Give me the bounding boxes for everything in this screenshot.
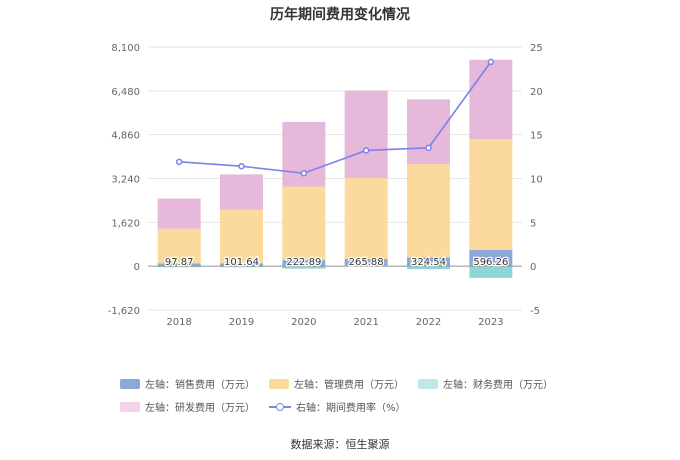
legend: 左轴：销售费用（万元） 左轴：管理费用（万元） 左轴：财务费用（万元） 左轴：研…	[120, 376, 560, 422]
y-right-tick-label: 20	[530, 87, 543, 98]
bar-sales	[157, 263, 201, 267]
y-left-tick-label: 1,620	[111, 218, 140, 229]
legend-item-finance[interactable]: 左轴：财务费用（万元）	[418, 376, 553, 391]
legend-item-rate[interactable]: 右轴：期间费用率（%）	[269, 399, 406, 414]
bar-rnd	[469, 59, 513, 140]
legend-swatch-finance	[418, 378, 438, 389]
bar-admin	[344, 178, 388, 259]
point-expense-rate	[238, 162, 245, 170]
legend-swatch-sales	[120, 378, 140, 389]
y-left-tick-label: 4,860	[111, 131, 140, 142]
bar-admin	[220, 209, 263, 264]
point-expense-rate	[362, 147, 370, 154]
data-source: 数据来源：恒生聚源	[290, 438, 390, 451]
y-left-tick-label: 6,480	[111, 87, 140, 98]
data-label-sales: 324.54	[411, 257, 446, 268]
point-expense-rate	[300, 169, 308, 177]
bar-sales	[282, 260, 326, 267]
y-right-tick-label: 10	[530, 175, 543, 186]
y-right-tick-label: 25	[530, 43, 543, 54]
data-label-sales: 596.26	[473, 257, 508, 268]
bar-sales	[220, 263, 263, 267]
bar-finance	[157, 266, 201, 268]
x-tick-label: 2019	[229, 317, 254, 328]
point-expense-rate	[487, 58, 495, 66]
bar-finance	[282, 266, 326, 269]
bar-rnd	[407, 99, 450, 165]
legend-label-rate: 右轴：期间费用率（%）	[296, 403, 406, 414]
bar-sales	[344, 258, 388, 267]
y-right-tick-label: -5	[530, 306, 540, 317]
legend-item-admin[interactable]: 左轴：管理费用（万元）	[269, 376, 404, 391]
legend-swatch-admin	[269, 378, 289, 389]
bar-admin	[157, 228, 201, 264]
bar-admin	[282, 186, 326, 261]
bar-sales	[407, 257, 450, 267]
legend-label-finance: 左轴：财务费用（万元）	[443, 380, 553, 391]
y-left-tick-label: 0	[134, 262, 140, 273]
bar-finance	[220, 266, 263, 268]
bar-admin	[407, 164, 450, 258]
x-tick-label: 2018	[166, 317, 191, 328]
legend-item-rnd[interactable]: 左轴：研发费用（万元）	[120, 399, 255, 414]
y-right-tick-label: 15	[530, 131, 543, 142]
y-left-tick-label: 3,240	[111, 175, 140, 186]
x-tick-label: 2023	[478, 317, 503, 328]
point-expense-rate	[175, 158, 183, 166]
bar-rnd	[157, 198, 201, 229]
point-expense-rate	[425, 144, 432, 152]
bar-finance	[407, 266, 450, 270]
legend-label-admin: 左轴：管理费用（万元）	[294, 380, 404, 391]
bar-admin	[469, 139, 513, 251]
line-expense-rate	[179, 61, 492, 175]
bar-finance	[469, 266, 513, 278]
data-label-sales: 97.87	[165, 257, 194, 268]
y-left-tick-label: -1,620	[108, 306, 140, 317]
legend-swatch-rnd	[120, 401, 140, 412]
bar-rnd	[282, 121, 326, 187]
x-tick-label: 2020	[291, 317, 316, 328]
legend-label-sales: 左轴：销售费用（万元）	[145, 380, 255, 391]
data-label-sales: 101.64	[224, 257, 259, 268]
data-label-sales: 222.89	[286, 257, 321, 268]
legend-item-sales[interactable]: 左轴：销售费用（万元）	[120, 376, 255, 391]
chart-title: 历年期间费用变化情况	[270, 7, 410, 23]
bar-rnd	[344, 90, 388, 179]
bar-rnd	[220, 174, 263, 210]
x-tick-label: 2021	[353, 317, 378, 328]
legend-swatch-rate	[269, 402, 291, 412]
data-label-sales: 265.88	[349, 257, 384, 268]
bar-sales	[469, 250, 513, 267]
y-right-tick-label: 5	[530, 218, 536, 229]
legend-label-rnd: 左轴：研发费用（万元）	[145, 403, 255, 414]
y-left-tick-label: 8,100	[111, 43, 140, 54]
x-tick-label: 2022	[416, 317, 441, 328]
y-right-tick-label: 0	[530, 262, 536, 273]
